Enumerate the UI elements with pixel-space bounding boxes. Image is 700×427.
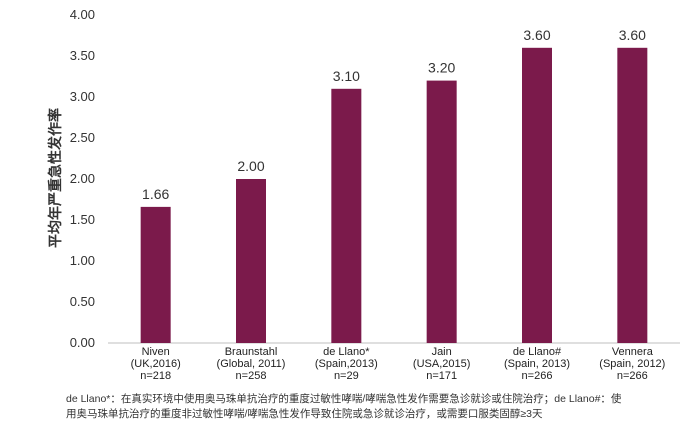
bar — [426, 80, 457, 343]
data-label: 3.20 — [428, 60, 455, 76]
category-label: n=258 — [236, 370, 267, 382]
category-label: n=218 — [140, 370, 171, 382]
category-label: (USA,2015) — [413, 358, 470, 370]
category-label: (Spain, 2012) — [599, 358, 665, 370]
y-tick-label: 0.00 — [70, 335, 95, 350]
bars — [140, 47, 648, 344]
category-labels: Niven(UK,2016)n=218 Braunstahl(Global, 20… — [131, 346, 666, 382]
category-label: (Spain, 2013) — [504, 358, 570, 370]
category-label: (Spain,2013) — [315, 358, 378, 370]
y-tick-label: 1.00 — [70, 253, 95, 268]
y-tick-label: 0.50 — [70, 294, 95, 309]
category-label: de Llano* — [323, 346, 370, 358]
data-label: 3.60 — [619, 27, 646, 43]
data-labels: 1.66 2.00 3.10 3.20 3.60 3.60 — [142, 27, 646, 202]
category-label: (UK,2016) — [131, 358, 181, 370]
category-label: Jain — [432, 346, 452, 358]
category-label: n=266 — [522, 370, 553, 382]
data-label: 2.00 — [237, 158, 264, 174]
y-tick-label: 1.50 — [70, 212, 95, 227]
y-tick-label: 3.50 — [70, 48, 95, 63]
category-label: de Llano# — [513, 346, 562, 358]
data-label: 3.10 — [333, 68, 360, 84]
category-label: Vennera — [612, 346, 654, 358]
y-tick-label: 3.00 — [70, 89, 95, 104]
bar — [522, 47, 552, 344]
bar — [140, 206, 171, 343]
category-label: n=266 — [617, 370, 648, 382]
bar-chart: 平均年严重急性发作率 0.00 0.50 1.00 1.50 2.00 2.50 3.00 3… — [47, 7, 680, 382]
y-axis-label: 平均年严重急性发作率 — [47, 108, 63, 248]
category-label: n=29 — [334, 370, 359, 382]
data-label: 3.60 — [523, 27, 550, 43]
bar — [617, 47, 648, 344]
y-ticks: 0.00 0.50 1.00 1.50 2.00 2.50 3.00 3.50 4.00 — [70, 7, 95, 350]
category-label: Niven — [142, 346, 170, 358]
data-label: 1.66 — [142, 186, 169, 202]
y-tick-label: 2.50 — [70, 130, 95, 145]
y-tick-label: 4.00 — [70, 7, 95, 22]
footnote-line-2: 用奥马珠单抗治疗的重度非过敏性哮喘/哮喘急性发作导致住院或急诊就诊治疗，或需要口… — [66, 408, 543, 420]
bar — [236, 179, 266, 343]
category-label: n=171 — [426, 370, 457, 382]
footnote-line-1: de Llano*：在真实环境中使用奥马珠单抗治疗的重度过敏性哮喘/哮喘急性发作… — [66, 393, 622, 405]
bar — [331, 88, 362, 343]
y-tick-label: 2.00 — [70, 171, 95, 186]
footnote: de Llano*：在真实环境中使用奥马珠单抗治疗的重度过敏性哮喘/哮喘急性发作… — [66, 392, 686, 422]
category-label: Braunstahl — [225, 346, 278, 358]
category-label: (Global, 2011) — [217, 358, 286, 370]
